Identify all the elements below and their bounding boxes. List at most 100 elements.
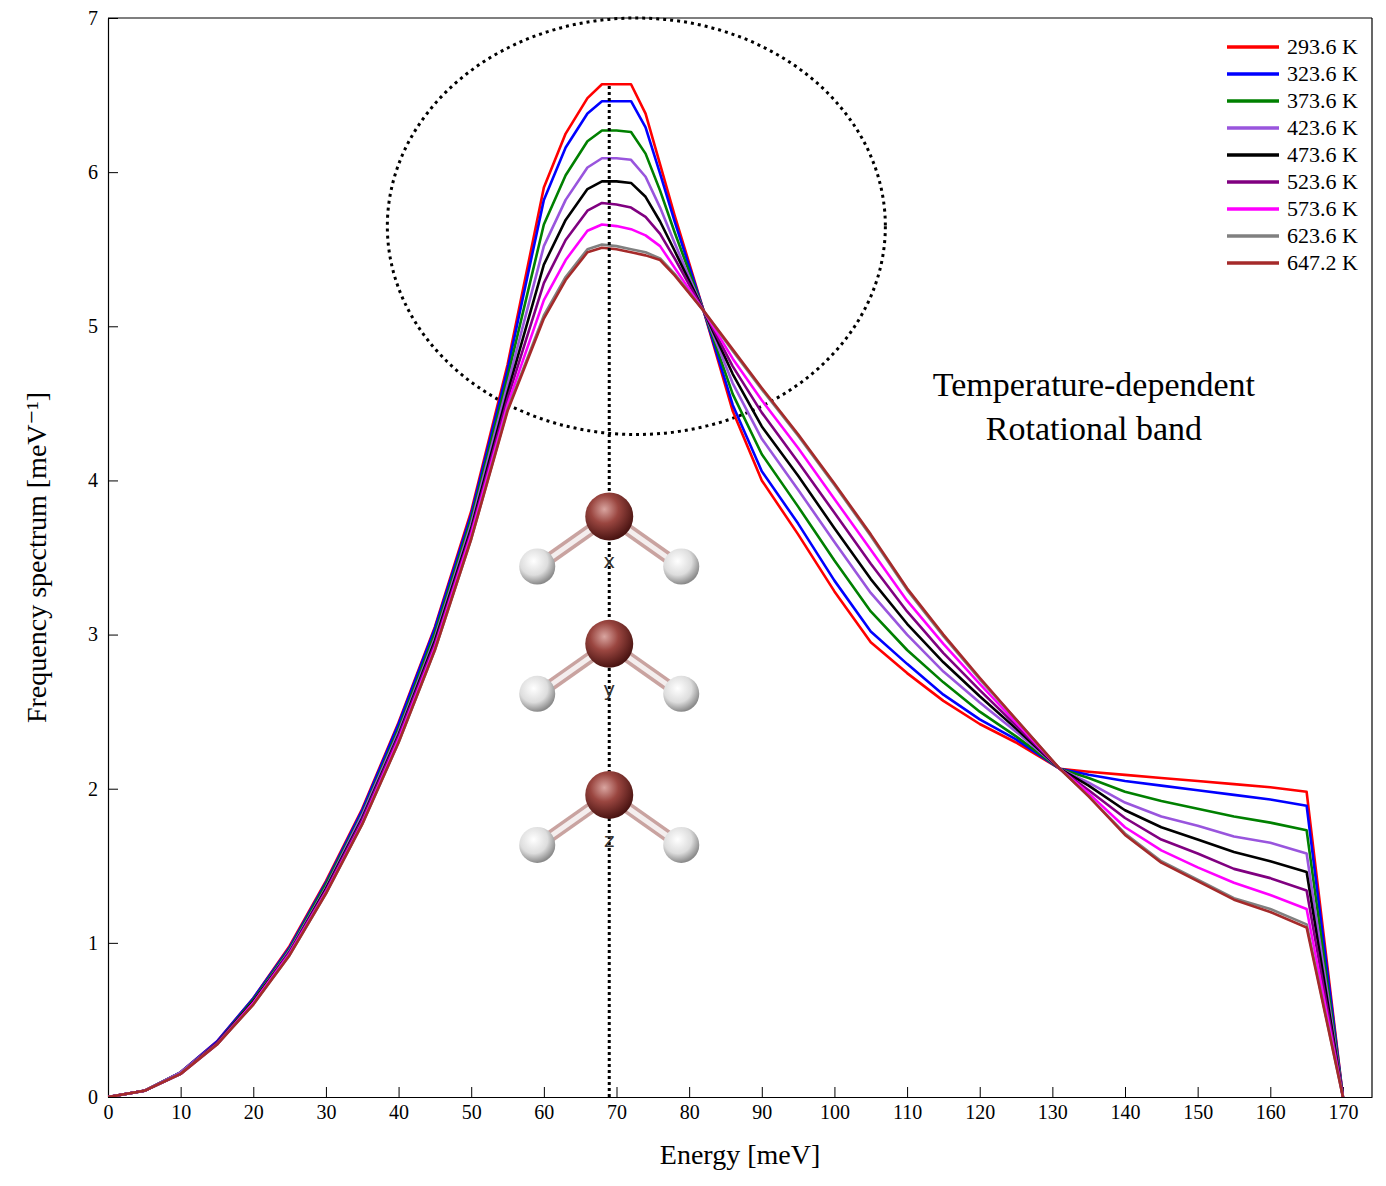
- tick: 40: [389, 1087, 409, 1123]
- tick-label: 5: [88, 315, 98, 337]
- marker-group: [609, 84, 610, 1097]
- tick-label: 2: [88, 778, 98, 800]
- x-axis: 0102030405060708090100110120130140150160…: [104, 1087, 1373, 1123]
- tick-mark: [1052, 1087, 1053, 1097]
- tick-mark: [471, 1087, 472, 1097]
- legend-swatch: [1227, 261, 1279, 265]
- tick: 3: [88, 623, 118, 645]
- legend-item: 423.6 K: [1227, 115, 1358, 140]
- molecule-label: x: [603, 549, 615, 573]
- tick-mark: [108, 172, 118, 173]
- legend-item: 323.6 K: [1227, 61, 1358, 86]
- tick-label: 60: [534, 1101, 554, 1123]
- tick-label: 6: [88, 161, 98, 183]
- hydrogen-atom: [519, 548, 555, 584]
- legend-label: 573.6 K: [1287, 196, 1358, 221]
- frame-right: [1371, 18, 1372, 1097]
- molecule-label: y: [603, 677, 615, 701]
- water-molecule: [519, 492, 699, 584]
- legend-swatch: [1227, 45, 1279, 49]
- series-line: [108, 131, 1343, 1097]
- oxygen-atom: [585, 620, 633, 668]
- tick: 30: [316, 1087, 336, 1123]
- tick-label: 130: [1038, 1101, 1068, 1123]
- y-axis: 0 1 2 3 4 5 6 7: [88, 7, 118, 1108]
- tick-mark: [1125, 1087, 1126, 1097]
- tick-label: 0: [104, 1101, 114, 1123]
- tick-label: 120: [965, 1101, 995, 1123]
- annotation-line: Rotational band: [986, 410, 1202, 447]
- highlight-ellipse: [387, 18, 885, 434]
- series-line: [108, 84, 1343, 1097]
- tick-label: 90: [752, 1101, 772, 1123]
- tick: 4: [88, 469, 118, 491]
- tick: 7: [88, 7, 118, 29]
- tick: 2: [88, 778, 118, 800]
- tick-label: 0: [88, 1086, 98, 1108]
- legend-label: 323.6 K: [1287, 61, 1358, 86]
- series-line: [108, 245, 1343, 1097]
- tick-label: 10: [171, 1101, 191, 1123]
- tick-label: 170: [1328, 1101, 1358, 1123]
- legend-swatch: [1227, 99, 1279, 103]
- tick-label: 70: [607, 1101, 627, 1123]
- oxygen-atom: [585, 771, 633, 819]
- legend-item: 473.6 K: [1227, 142, 1358, 167]
- chart: 0102030405060708090100110120130140150160…: [0, 0, 1386, 1186]
- annotation-line: Temperature-dependent: [933, 366, 1256, 403]
- hydrogen-atom: [663, 676, 699, 712]
- legend-item: 623.6 K: [1227, 223, 1358, 248]
- tick-mark: [544, 1087, 545, 1097]
- hydrogen-atom: [663, 827, 699, 863]
- tick-mark: [907, 1087, 908, 1097]
- tick-mark: [1198, 1087, 1199, 1097]
- water-molecule: [519, 620, 699, 712]
- plot-area: 0102030405060708090100110120130140150160…: [88, 7, 1373, 1123]
- legend-item: 573.6 K: [1227, 196, 1358, 221]
- tick: 80: [680, 1087, 700, 1123]
- water-molecule: [519, 771, 699, 863]
- tick-label: 160: [1256, 1101, 1286, 1123]
- tick-mark: [108, 326, 118, 327]
- tick-label: 1: [88, 932, 98, 954]
- tick-mark: [689, 1087, 690, 1097]
- legend-swatch: [1227, 207, 1279, 211]
- legend-swatch: [1227, 180, 1279, 184]
- tick: 150: [1183, 1087, 1213, 1123]
- molecule-label: z: [604, 828, 615, 852]
- legend-swatch: [1227, 153, 1279, 157]
- tick-mark: [326, 1087, 327, 1097]
- tick-label: 100: [820, 1101, 850, 1123]
- tick-mark: [108, 635, 118, 636]
- frame-top: [108, 17, 1372, 18]
- series-group: [108, 84, 1343, 1097]
- tick-label: 140: [1111, 1101, 1141, 1123]
- tick-label: 50: [462, 1101, 482, 1123]
- series-line: [108, 158, 1343, 1097]
- tick: 5: [88, 315, 118, 337]
- tick-mark: [181, 1087, 182, 1097]
- tick-mark: [108, 943, 118, 944]
- tick: 70: [607, 1087, 627, 1123]
- tick-mark: [834, 1087, 835, 1097]
- legend-label: 623.6 K: [1287, 223, 1358, 248]
- series-line: [108, 225, 1343, 1097]
- tick: 110: [893, 1087, 922, 1123]
- tick-mark: [253, 1087, 254, 1097]
- legend-swatch: [1227, 72, 1279, 76]
- legend-item: 647.2 K: [1227, 250, 1358, 275]
- tick-label: 7: [88, 7, 98, 29]
- tick: 160: [1256, 1087, 1286, 1123]
- legend: 293.6 K323.6 K373.6 K423.6 K473.6 K523.6…: [1227, 34, 1358, 275]
- series-line: [108, 203, 1343, 1097]
- legend-label: 423.6 K: [1287, 115, 1358, 140]
- tick-mark: [108, 18, 118, 19]
- series-line: [108, 248, 1343, 1097]
- tick-label: 30: [316, 1101, 336, 1123]
- series-line: [108, 101, 1343, 1097]
- tick: 130: [1038, 1087, 1068, 1123]
- tick-label: 150: [1183, 1101, 1213, 1123]
- tick: 120: [965, 1087, 995, 1123]
- legend-label: 647.2 K: [1287, 250, 1358, 275]
- peak-marker: [608, 84, 611, 1097]
